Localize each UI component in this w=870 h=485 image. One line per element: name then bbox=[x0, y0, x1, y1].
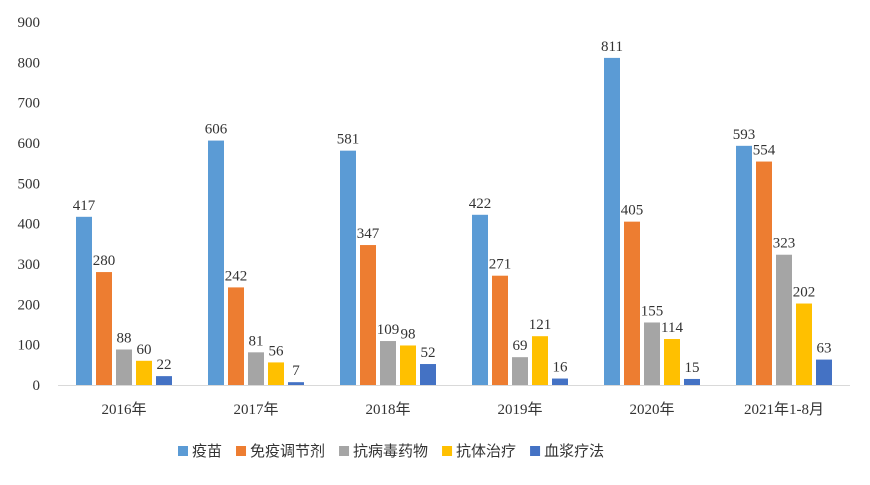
bar bbox=[208, 140, 224, 385]
bar bbox=[420, 364, 436, 385]
legend-swatch bbox=[178, 446, 188, 456]
data-label: 69 bbox=[513, 338, 528, 354]
data-label: 202 bbox=[793, 285, 816, 301]
data-label: 109 bbox=[377, 322, 400, 338]
bar bbox=[492, 275, 508, 385]
bar bbox=[380, 341, 396, 385]
legend-swatch bbox=[339, 446, 350, 456]
y-tick-label: 500 bbox=[18, 176, 41, 192]
data-label: 16 bbox=[553, 360, 569, 376]
bar bbox=[156, 376, 172, 385]
bar bbox=[340, 150, 356, 385]
bar bbox=[96, 272, 112, 385]
bar bbox=[400, 345, 416, 385]
data-label: 323 bbox=[773, 236, 796, 252]
data-label: 581 bbox=[337, 132, 360, 148]
bar bbox=[684, 378, 700, 385]
x-tick-label: 2021年1-8月 bbox=[744, 401, 824, 418]
data-label: 347 bbox=[357, 226, 380, 242]
legend-swatch bbox=[530, 446, 541, 456]
y-tick-label: 200 bbox=[18, 297, 41, 313]
bar bbox=[664, 339, 680, 385]
bar bbox=[776, 254, 792, 385]
legend-label: 疫苗 bbox=[192, 443, 222, 460]
bar bbox=[268, 362, 284, 385]
data-label: 98 bbox=[401, 326, 416, 342]
legend-swatch bbox=[442, 446, 453, 456]
legend-label: 血浆疗法 bbox=[544, 442, 604, 460]
data-label: 155 bbox=[641, 303, 664, 319]
bar bbox=[604, 57, 620, 385]
data-label: 811 bbox=[601, 39, 623, 55]
bar bbox=[76, 216, 92, 385]
bar bbox=[512, 357, 528, 385]
x-tick-label: 2016年 bbox=[101, 401, 146, 418]
bar bbox=[532, 336, 548, 385]
bar bbox=[248, 352, 264, 385]
y-tick-label: 900 bbox=[18, 15, 41, 31]
bars-layer bbox=[76, 57, 832, 385]
legend: 疫苗 免疫调节剂 抗病毒药物 抗体治疗 血浆疗法 bbox=[178, 442, 604, 460]
bar bbox=[472, 214, 488, 385]
bar bbox=[816, 359, 832, 385]
data-label: 88 bbox=[117, 331, 132, 347]
y-tick-label: 0 bbox=[33, 378, 41, 394]
bar bbox=[756, 161, 772, 385]
data-label: 63 bbox=[817, 341, 832, 357]
y-tick-label: 800 bbox=[18, 55, 41, 71]
bar bbox=[624, 221, 640, 385]
x-tick-label: 2018年 bbox=[365, 401, 410, 418]
data-label: 417 bbox=[73, 198, 96, 214]
y-tick-label: 400 bbox=[18, 217, 41, 233]
x-tick-label: 2020年 bbox=[629, 401, 674, 418]
data-label: 22 bbox=[157, 357, 172, 373]
y-axis: 0 100 200 300 400 500 600 700 800 900 bbox=[18, 15, 41, 394]
x-axis: 2016年 2017年 2018年 2019年 2020年 2021年1-8月 bbox=[101, 401, 824, 418]
bar bbox=[360, 245, 376, 385]
data-label: 593 bbox=[733, 127, 756, 143]
bar bbox=[644, 322, 660, 385]
data-label: 15 bbox=[685, 360, 700, 376]
y-tick-label: 600 bbox=[18, 136, 41, 152]
data-label: 7 bbox=[292, 363, 300, 379]
data-label: 121 bbox=[529, 317, 552, 333]
data-label: 114 bbox=[661, 320, 683, 336]
x-tick-label: 2019年 bbox=[497, 401, 542, 418]
legend-label: 抗病毒药物 bbox=[353, 443, 428, 460]
data-label: 554 bbox=[753, 143, 776, 159]
data-label: 52 bbox=[421, 345, 436, 361]
data-label: 271 bbox=[489, 257, 512, 273]
bar bbox=[136, 360, 152, 385]
bar bbox=[796, 303, 812, 385]
bar bbox=[228, 287, 244, 385]
bar bbox=[116, 349, 132, 385]
data-label: 405 bbox=[621, 203, 644, 219]
data-label: 56 bbox=[269, 343, 285, 359]
bar bbox=[288, 382, 304, 385]
data-label: 81 bbox=[249, 333, 264, 349]
data-label: 606 bbox=[205, 122, 228, 138]
legend-label: 免疫调节剂 bbox=[250, 443, 325, 460]
y-tick-label: 100 bbox=[18, 338, 41, 354]
bar bbox=[736, 145, 752, 385]
legend-swatch bbox=[236, 446, 247, 456]
data-label: 422 bbox=[469, 196, 492, 212]
legend-label: 抗体治疗 bbox=[456, 443, 516, 460]
data-labels-layer: 417 280 88 60 22 606 242 81 56 7 581 347 109 98 52 422 2… bbox=[73, 39, 832, 379]
data-label: 60 bbox=[137, 342, 152, 358]
y-tick-label: 700 bbox=[18, 96, 41, 112]
data-label: 280 bbox=[93, 253, 116, 269]
y-tick-label: 300 bbox=[18, 257, 41, 273]
bar bbox=[552, 378, 568, 385]
data-label: 242 bbox=[225, 268, 248, 284]
x-tick-label: 2017年 bbox=[233, 401, 278, 418]
